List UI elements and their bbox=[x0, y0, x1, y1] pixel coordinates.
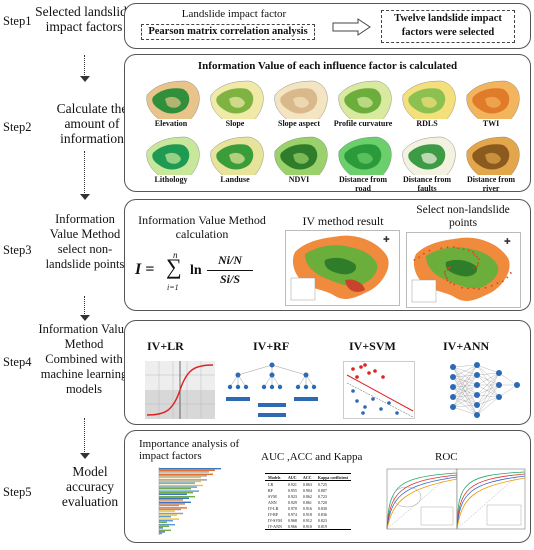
model-svm: IV+SVM bbox=[349, 339, 396, 353]
step3-tag: Step3 bbox=[3, 243, 32, 257]
roc-title: ROC bbox=[435, 451, 458, 463]
connector bbox=[84, 418, 85, 454]
step2-panel: Information Value of each influence fact… bbox=[124, 54, 531, 193]
auc-table: Models AUC ACC Kappa coefficient LR 0.921 0.86… bbox=[265, 473, 351, 530]
non-landslide-points-map: ✚ bbox=[406, 232, 521, 308]
step5-label: Model accuracy evaluation bbox=[61, 464, 119, 509]
svm-diagram bbox=[343, 361, 415, 419]
factor-caption: Distance from river bbox=[466, 175, 516, 193]
svg-text:✚: ✚ bbox=[504, 237, 511, 246]
factor-caption: Distance from faults bbox=[402, 175, 452, 193]
step1-label: Selected landslide impact factors bbox=[35, 4, 133, 34]
factor-caption: TWI bbox=[482, 119, 500, 128]
factor-map-distance-from-road bbox=[338, 136, 392, 175]
factor-map-landuse bbox=[210, 136, 264, 175]
arrow-down-icon bbox=[80, 453, 90, 459]
factor-caption: Distance from road bbox=[338, 175, 388, 193]
factor-caption: Slope bbox=[225, 119, 245, 128]
factor-map-elevation bbox=[146, 80, 200, 119]
factor-caption: Slope aspect bbox=[278, 119, 320, 128]
arrow-down-icon bbox=[80, 76, 90, 82]
arrow-right-icon bbox=[332, 18, 371, 36]
step3-panel: Information Value Method calculation I =… bbox=[124, 199, 531, 311]
connector bbox=[84, 151, 85, 195]
step4-label: Information Value Method Combined with m… bbox=[38, 322, 130, 396]
lr-sigmoid-diagram bbox=[145, 361, 215, 419]
factor-map-slope-aspect bbox=[274, 80, 328, 119]
factor-map-lithology bbox=[146, 136, 200, 175]
step1-panel: Landslide impact factor Pearson matrix c… bbox=[124, 3, 531, 49]
arrow-down-icon bbox=[80, 194, 90, 200]
step4-panel: IV+LR IV+RF IV+SVM IV+ANN bbox=[124, 320, 531, 425]
model-lr: IV+LR bbox=[147, 339, 184, 353]
step4-tag: Step4 bbox=[3, 355, 32, 369]
connector bbox=[84, 296, 85, 316]
pearson-box: Pearson matrix correlation analysis bbox=[141, 24, 315, 40]
step3-label: Information Value Method select non-land… bbox=[45, 212, 125, 271]
roc-chart-1 bbox=[386, 468, 458, 530]
select-points-title: Select non-landslide points bbox=[416, 204, 510, 229]
svg-text:✚: ✚ bbox=[383, 235, 390, 244]
rf-trees-diagram bbox=[226, 362, 318, 417]
factor-caption: RDLS bbox=[416, 119, 438, 128]
factor-map-distance-from-faults bbox=[402, 136, 456, 175]
factor-map-profile-curvature bbox=[338, 80, 392, 119]
iv-calc-title: Information Value Method calculation bbox=[138, 213, 266, 241]
connector bbox=[84, 55, 85, 77]
step2-tag: Step2 bbox=[3, 120, 32, 134]
factor-map-slope bbox=[210, 80, 264, 119]
step2-label: Calculate the amount of information bbox=[56, 101, 128, 146]
importance-bar-chart bbox=[158, 467, 221, 535]
auc-title: AUC ,ACC and Kappa bbox=[261, 451, 363, 463]
iv-result-map: ✚ bbox=[285, 230, 400, 306]
factor-caption: NDVI bbox=[288, 175, 310, 184]
importance-title: Importance analysis of impact factors bbox=[139, 438, 240, 462]
step1-tag: Step1 bbox=[3, 14, 32, 28]
step5-tag: Step5 bbox=[3, 485, 32, 499]
selected-factors-box: Twelve landslide impact factors were sel… bbox=[381, 10, 515, 43]
arrow-down-icon bbox=[80, 315, 90, 321]
factor-caption: Landuse bbox=[220, 175, 250, 184]
factor-map-rdls bbox=[402, 80, 456, 119]
ann-diagram bbox=[450, 362, 520, 418]
iv-result-title: IV method result bbox=[302, 214, 384, 228]
step5-panel: Importance analysis of impact factors AU… bbox=[124, 430, 531, 543]
factor-map-distance-from-river bbox=[466, 136, 520, 175]
step2-title: Information Value of each influence fact… bbox=[197, 60, 458, 72]
factor-caption: Elevation bbox=[154, 119, 188, 128]
model-rf: IV+RF bbox=[253, 339, 290, 353]
iv-formula: I = n ∑ i=1 ln Ni/N Si/S bbox=[135, 250, 275, 298]
model-ann: IV+ANN bbox=[443, 339, 490, 353]
factor-map-twi bbox=[466, 80, 520, 119]
factor-caption: Profile curvature bbox=[333, 119, 393, 128]
factor-caption: Lithology bbox=[154, 175, 188, 184]
roc-chart-2 bbox=[456, 468, 526, 530]
factor-map-ndvi bbox=[274, 136, 328, 175]
factor-title: Landslide impact factor bbox=[181, 8, 287, 20]
